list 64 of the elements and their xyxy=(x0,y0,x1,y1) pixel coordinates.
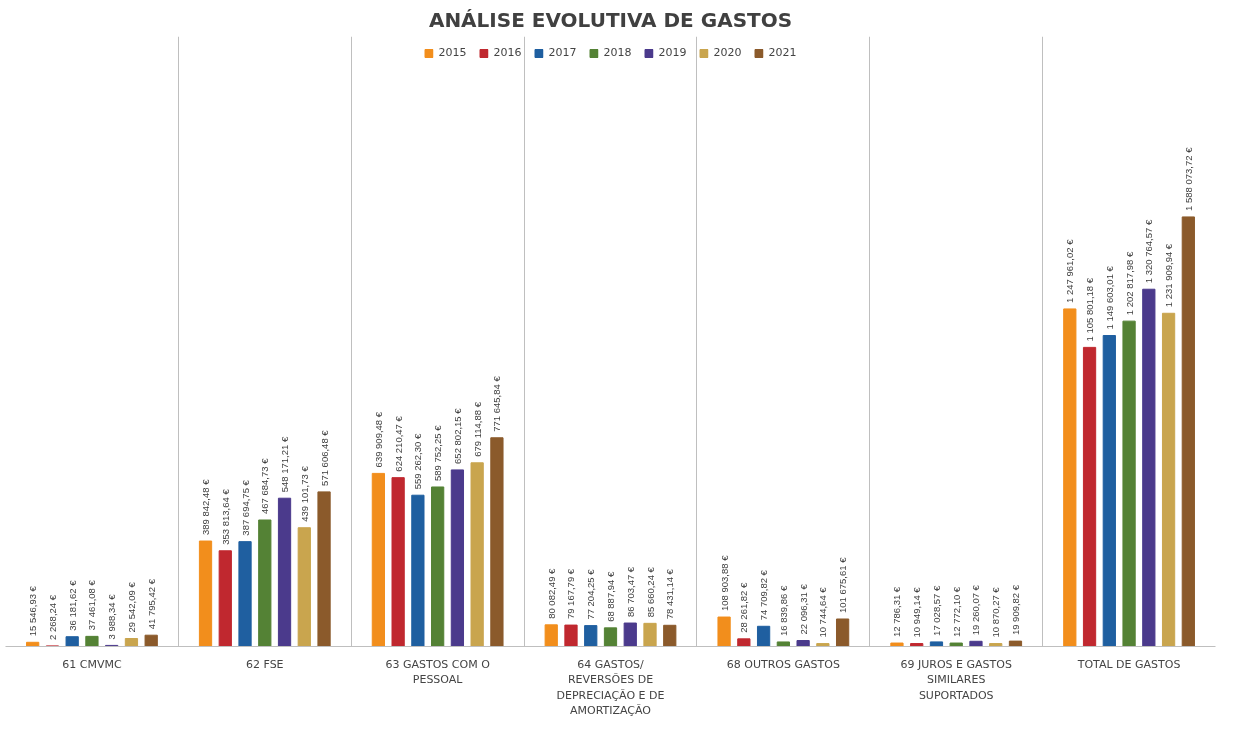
data-label: 28 261,82 € xyxy=(738,581,750,633)
x-tick-label: 69 JUROS E GASTOS SIMILARES SUPORTADOS xyxy=(900,657,1012,702)
x-tick-label: 61 CMVMC xyxy=(62,657,122,671)
data-label: 101 675,61 € xyxy=(837,556,849,613)
x-tick-label: 64 GASTOS/ REVERSÕES DE DEPRECIAÇÃO E DE AMORTIZAÇÃO xyxy=(556,657,665,718)
chart-title: ANÁLISE EVOLUTIVA DE GASTOS xyxy=(428,7,793,32)
legend-label: 2021 xyxy=(768,46,797,59)
data-label: 80 082,49 € xyxy=(545,567,557,619)
data-label: 77 204,25 € xyxy=(585,568,597,620)
data-label: 12 786,31 € xyxy=(891,586,903,638)
legend-label: 2018 xyxy=(603,46,632,59)
legend-label: 2020 xyxy=(713,46,742,59)
data-label: 79 167,79 € xyxy=(565,568,577,620)
legend-label: 2016 xyxy=(493,46,522,59)
data-label: 1 202 817,98 € xyxy=(1123,251,1135,316)
data-label: 10 744,64 € xyxy=(817,586,829,638)
data-label: 652 802,15 € xyxy=(451,407,463,464)
data-label: 1 105 801,18 € xyxy=(1084,277,1096,342)
data-label: 1 231 909,94 € xyxy=(1163,243,1175,308)
data-label: 12 772,10 € xyxy=(950,586,962,638)
data-label: 559 262,30 € xyxy=(412,433,424,490)
data-label: 68 887,94 € xyxy=(605,570,616,622)
data-label: 2 268,24 € xyxy=(46,594,58,640)
data-label: 624 210,47 € xyxy=(392,415,404,472)
data-label: 19 909,82 € xyxy=(1009,584,1021,636)
data-label: 15 546,93 € xyxy=(27,585,39,637)
data-label: 1 149 603,01 € xyxy=(1103,265,1115,330)
data-label: 41 795,42 € xyxy=(145,578,157,630)
data-label: 1 588 073,72 € xyxy=(1182,146,1194,211)
data-label: 10 870,27 € xyxy=(990,586,1002,638)
data-label: 17 028,57 € xyxy=(930,584,942,636)
data-label: 548 171,21 € xyxy=(279,436,291,493)
x-tick-label: 62 FSE xyxy=(246,657,284,671)
data-label: 639 909,48 € xyxy=(372,411,384,468)
data-label: 22 096,31 € xyxy=(797,583,809,635)
data-label: 439 101,73 € xyxy=(298,465,310,522)
data-label: 19 260,07 € xyxy=(970,584,982,636)
data-label: 589 752,25 € xyxy=(432,424,444,481)
data-label: 1 247 961,02 € xyxy=(1064,238,1076,303)
x-tick-label: 63 GASTOS COM O PESSOAL xyxy=(385,657,491,687)
data-label: 16 839,86 € xyxy=(777,585,789,636)
legend-label: 2019 xyxy=(658,46,687,59)
data-label: 771 645,84 € xyxy=(491,375,503,432)
data-label: 353 813,64 € xyxy=(219,488,231,545)
data-label: 86 703,47 € xyxy=(624,566,636,618)
data-label: 467 684,73 € xyxy=(259,457,271,514)
data-label: 1 320 764,57 € xyxy=(1143,219,1155,284)
x-tick-label: TOTAL DE GASTOS xyxy=(1076,657,1181,671)
data-label: 571 606,48 € xyxy=(318,429,330,486)
data-label: 78 431,14 € xyxy=(664,568,676,620)
x-tick-label: 68 OUTROS GASTOS xyxy=(726,657,840,671)
data-label: 3 988,34 € xyxy=(106,593,118,640)
data-label: 108 903,88 € xyxy=(718,554,730,612)
data-label: 389 842,48 € xyxy=(200,478,212,536)
data-label: 74 709,82 € xyxy=(758,569,770,621)
data-label: 85 660,24 € xyxy=(644,566,656,618)
data-label: 37 461,08 € xyxy=(86,579,98,631)
legend-label: 2017 xyxy=(548,46,577,59)
data-label: 36 181,62 € xyxy=(66,579,78,631)
data-label: 29 542,09 € xyxy=(125,581,137,633)
data-label: 387 694,75 € xyxy=(239,479,251,536)
data-label: 10 949,14 € xyxy=(911,586,923,638)
legend-label: 2015 xyxy=(438,46,467,59)
data-label: 679 114,88 € xyxy=(471,401,483,457)
